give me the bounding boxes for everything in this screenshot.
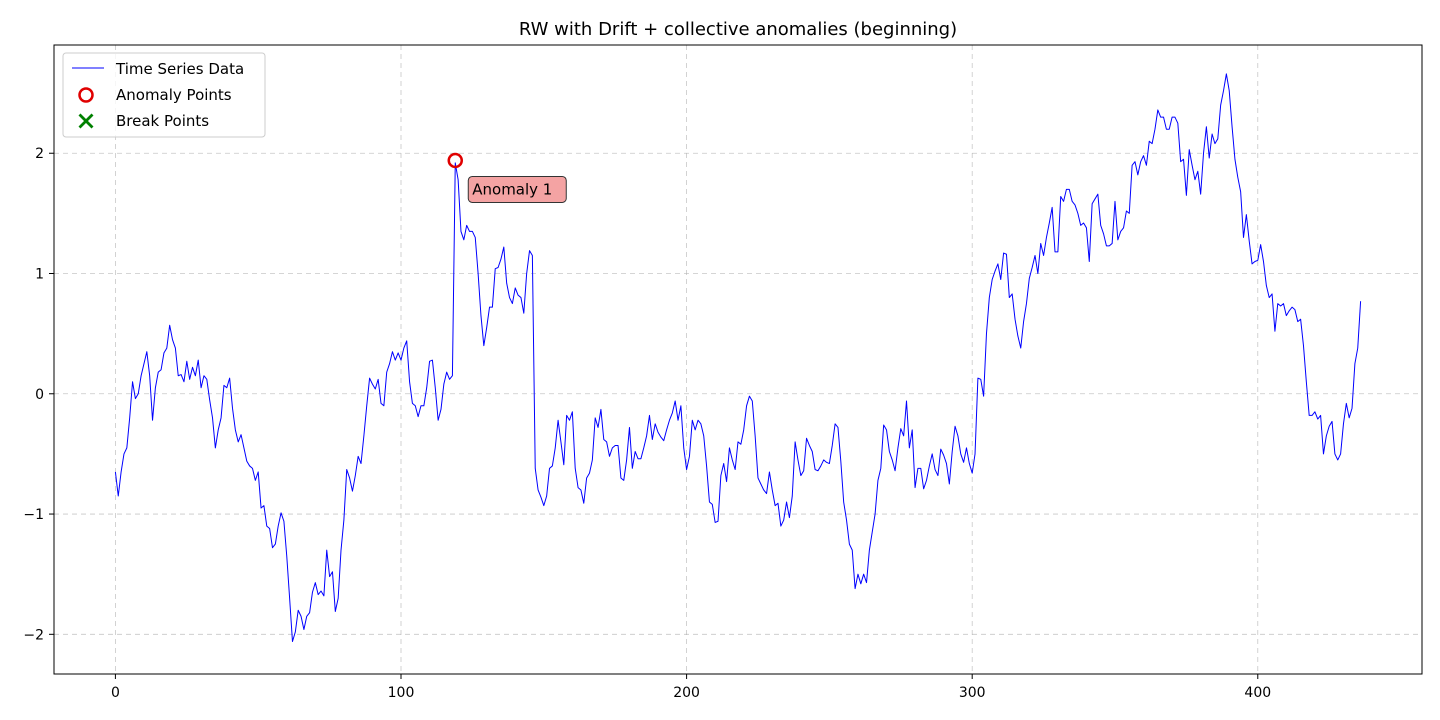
anomaly-point [447, 152, 464, 169]
legend-circle-swatch [78, 87, 94, 103]
legend-item-break: Break Points [78, 112, 209, 130]
legend-item-series: Time Series Data [72, 60, 244, 78]
anomaly-annotation: Anomaly 1 [467, 175, 567, 203]
grid [54, 45, 1422, 674]
y-tick-label: 2 [35, 146, 44, 162]
legend-label-series: Time Series Data [115, 60, 244, 78]
x-tick-label: 200 [673, 685, 700, 701]
x-tick-label: 400 [1244, 685, 1271, 701]
anomaly-label: Anomaly 1 [472, 180, 552, 198]
axes-frame [53, 44, 1423, 675]
legend-box [62, 52, 266, 138]
x-tick-label: 300 [959, 685, 986, 701]
plot-area: Anomaly 1 [114, 73, 1362, 643]
y-tick-label: 0 [35, 387, 44, 403]
chart-title: RW with Drift + collective anomalies (be… [519, 19, 957, 40]
legend-label-anomaly: Anomaly Points [116, 86, 232, 104]
x-tick-label: 100 [388, 685, 415, 701]
series-line-time-series [114, 73, 1362, 643]
y-tick-label: −1 [23, 507, 44, 523]
legend-label-break: Break Points [116, 112, 209, 130]
legend-x-swatch [78, 113, 94, 129]
y-tick-label: −2 [23, 627, 44, 643]
legend-item-anomaly: Anomaly Points [78, 86, 232, 104]
anomaly-label-box [467, 175, 567, 203]
y-tick-label: 1 [35, 267, 44, 283]
axis-ticks: 0 100 200 300 400 −2 −1 0 1 2 [23, 146, 1271, 701]
x-tick-label: 0 [111, 685, 120, 701]
legend: Time Series Data Anomaly Points Break Po… [62, 52, 266, 138]
